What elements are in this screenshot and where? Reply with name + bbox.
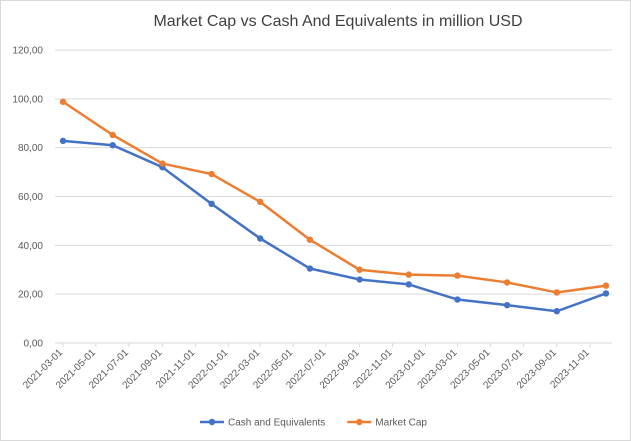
legend-marker [356, 418, 363, 426]
data-point [356, 266, 363, 273]
y-tick-label: 0,00 [24, 339, 44, 350]
y-tick-label: 80,00 [18, 143, 43, 154]
data-point [405, 281, 412, 288]
data-point [159, 160, 166, 167]
data-point [109, 131, 116, 139]
data-point [59, 98, 67, 105]
legend-label: Cash and Equivalents [228, 418, 325, 429]
data-point [553, 289, 561, 296]
data-point [602, 290, 610, 297]
data-point [503, 279, 511, 286]
y-tick-label: 20,00 [18, 290, 43, 301]
data-point [553, 308, 561, 315]
data-point [208, 200, 215, 208]
data-point [405, 271, 412, 278]
data-point [454, 296, 461, 303]
data-point [59, 137, 67, 145]
y-tick-label: 60,00 [18, 192, 43, 203]
data-point [454, 272, 461, 279]
data-point [257, 235, 264, 242]
data-point [356, 276, 363, 283]
data-point [306, 265, 314, 272]
series-line [62, 100, 607, 294]
data-point [208, 170, 215, 178]
y-tick-label: 100,00 [12, 94, 43, 105]
data-point [257, 198, 264, 206]
data-point [306, 236, 314, 243]
legend-label: Market Cap [375, 418, 427, 429]
legend-marker [208, 418, 216, 426]
y-tick-label: 120,00 [12, 46, 43, 57]
data-point [503, 301, 511, 309]
series-line [62, 139, 607, 313]
data-point [602, 282, 610, 289]
chart-title: Market Cap vs Cash And Equivalents in mi… [153, 13, 522, 30]
y-tick-label: 40,00 [18, 241, 43, 252]
data-point [109, 142, 116, 149]
